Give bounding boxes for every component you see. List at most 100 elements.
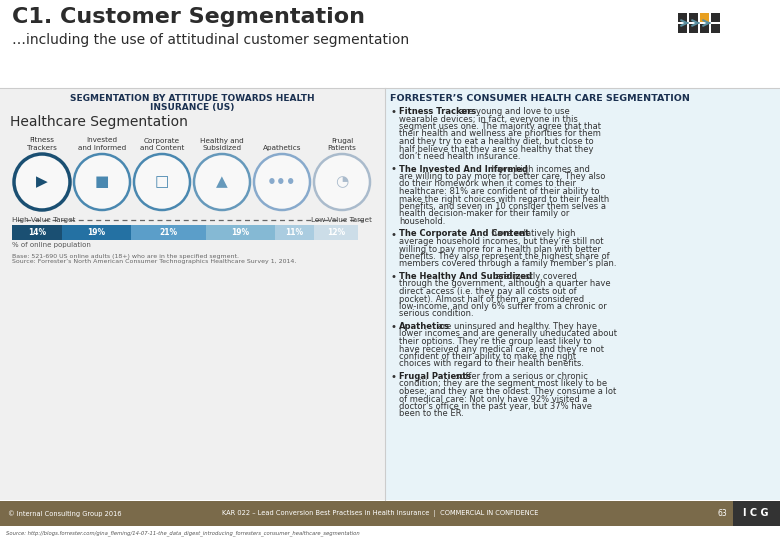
- Text: don’t need health insurance.: don’t need health insurance.: [399, 152, 520, 161]
- Text: Healthy and
Subsidized: Healthy and Subsidized: [200, 138, 244, 151]
- Text: direct access (i.e. they pay all costs out of: direct access (i.e. they pay all costs o…: [399, 287, 576, 296]
- Text: 19%: 19%: [87, 228, 105, 237]
- Text: Corporate
and Content: Corporate and Content: [140, 138, 184, 151]
- Text: The Corporate And Content: The Corporate And Content: [399, 230, 530, 239]
- Text: •: •: [390, 165, 396, 174]
- Text: average household incomes, but they’re still not: average household incomes, but they’re s…: [399, 237, 604, 246]
- Text: their options. They’re the group least likely to: their options. They’re the group least l…: [399, 337, 592, 346]
- Text: Invested
and Informed: Invested and Informed: [78, 138, 126, 151]
- FancyBboxPatch shape: [385, 88, 780, 500]
- Text: lower incomes and are generally uneducated about: lower incomes and are generally uneducat…: [399, 329, 617, 339]
- Text: Fitness Trackers: Fitness Trackers: [399, 107, 477, 116]
- FancyBboxPatch shape: [0, 88, 385, 500]
- Text: household.: household.: [399, 217, 445, 226]
- Text: 14%: 14%: [28, 228, 46, 237]
- Text: have relatively high: have relatively high: [489, 230, 576, 239]
- Text: Apathetics: Apathetics: [399, 322, 450, 331]
- FancyBboxPatch shape: [700, 24, 709, 33]
- Text: KAR 022 – Lead Conversion Best Practises in Health Insurance  |  COMMERCIAL IN C: KAR 022 – Lead Conversion Best Practises…: [222, 510, 538, 517]
- Text: Fitness
Trackers: Fitness Trackers: [27, 138, 57, 151]
- FancyBboxPatch shape: [711, 13, 720, 22]
- Text: make the right choices with regard to their health: make the right choices with regard to th…: [399, 194, 609, 204]
- Text: Apathetics: Apathetics: [263, 145, 301, 151]
- Text: are young and love to use: are young and love to use: [456, 107, 569, 116]
- Text: benefits. They also represent the highest share of: benefits. They also represent the highes…: [399, 252, 610, 261]
- Text: benefits, and seven in 10 consider them selves a: benefits, and seven in 10 consider them …: [399, 202, 606, 211]
- Text: C1. Customer Segmentation: C1. Customer Segmentation: [12, 7, 365, 27]
- Text: half believe that they are so healthy that they: half believe that they are so healthy th…: [399, 145, 594, 153]
- Circle shape: [194, 154, 250, 210]
- Text: The Invested And Informed: The Invested And Informed: [399, 165, 528, 173]
- Text: 11%: 11%: [285, 228, 303, 237]
- Text: □: □: [154, 174, 169, 190]
- FancyBboxPatch shape: [0, 501, 780, 526]
- Text: •: •: [390, 107, 396, 117]
- Text: FORRESTER’S CONSUMER HEALTH CARE SEGMENTATION: FORRESTER’S CONSUMER HEALTH CARE SEGMENT…: [390, 94, 690, 103]
- Text: 12%: 12%: [327, 228, 345, 237]
- Text: have high incomes and: have high incomes and: [489, 165, 590, 173]
- FancyBboxPatch shape: [733, 501, 780, 526]
- FancyBboxPatch shape: [131, 225, 207, 240]
- Text: Frugal Patients: Frugal Patients: [399, 372, 471, 381]
- Text: segment uses one. The majority agree that that: segment uses one. The majority agree tha…: [399, 122, 601, 131]
- Circle shape: [314, 154, 370, 210]
- Circle shape: [254, 154, 310, 210]
- Text: ▲: ▲: [216, 174, 228, 190]
- Text: The Healthy And Subsidized: The Healthy And Subsidized: [399, 272, 532, 281]
- Text: Source: Forrester’s North American Consumer Technographics Healthcare Survey 1, : Source: Forrester’s North American Consu…: [12, 259, 296, 264]
- Text: •: •: [390, 230, 396, 240]
- FancyBboxPatch shape: [678, 24, 687, 33]
- Text: Source: http://blogs.forrester.com/gina_fleming/14-07-11-the_data_digest_introdu: Source: http://blogs.forrester.com/gina_…: [6, 530, 360, 536]
- Text: suffer from a serious or chronic: suffer from a serious or chronic: [453, 372, 588, 381]
- Text: % of online population: % of online population: [12, 242, 91, 248]
- Text: I C G: I C G: [743, 509, 769, 518]
- Text: Low Value Target: Low Value Target: [311, 217, 372, 223]
- Circle shape: [134, 154, 190, 210]
- FancyBboxPatch shape: [689, 13, 698, 22]
- Text: choices with regard to their health benefits.: choices with regard to their health bene…: [399, 360, 584, 368]
- Text: INSURANCE (US): INSURANCE (US): [151, 103, 235, 112]
- Text: serious condition.: serious condition.: [399, 309, 473, 319]
- FancyBboxPatch shape: [711, 24, 720, 33]
- Text: SEGMENTATION BY ATTITUDE TOWARDS HEALTH: SEGMENTATION BY ATTITUDE TOWARDS HEALTH: [70, 94, 315, 103]
- Circle shape: [74, 154, 130, 210]
- FancyBboxPatch shape: [275, 225, 314, 240]
- FancyBboxPatch shape: [62, 225, 131, 240]
- Text: through the government, although a quarter have: through the government, although a quart…: [399, 280, 611, 288]
- Text: have received any medical care, and they’re not: have received any medical care, and they…: [399, 345, 604, 354]
- FancyBboxPatch shape: [12, 225, 62, 240]
- Text: 21%: 21%: [160, 228, 178, 237]
- FancyBboxPatch shape: [689, 24, 698, 33]
- Text: © Internal Consulting Group 2016: © Internal Consulting Group 2016: [8, 510, 122, 517]
- Text: Frugal
Patients: Frugal Patients: [328, 138, 356, 151]
- Text: •: •: [390, 322, 396, 332]
- Text: ■: ■: [95, 174, 109, 190]
- Text: do their homework when it comes to their: do their homework when it comes to their: [399, 179, 576, 188]
- Text: pocket). Almost half of them are considered: pocket). Almost half of them are conside…: [399, 294, 584, 303]
- Text: 19%: 19%: [232, 228, 250, 237]
- FancyBboxPatch shape: [678, 13, 687, 22]
- Text: confident of their ability to make the right: confident of their ability to make the r…: [399, 352, 576, 361]
- Text: healthcare: 81% are confident of their ability to: healthcare: 81% are confident of their a…: [399, 187, 600, 196]
- Text: are uninsured and healthy. They have: are uninsured and healthy. They have: [435, 322, 597, 331]
- FancyBboxPatch shape: [207, 225, 275, 240]
- FancyBboxPatch shape: [700, 13, 709, 22]
- Text: obese; and they are the oldest. They consume a lot: obese; and they are the oldest. They con…: [399, 387, 616, 396]
- FancyBboxPatch shape: [314, 225, 357, 240]
- Text: condition; they are the segment most likely to be: condition; they are the segment most lik…: [399, 380, 607, 388]
- Text: High Value Target: High Value Target: [12, 217, 76, 223]
- Text: •••: •••: [268, 174, 297, 190]
- Text: wearable devices; in fact, everyone in this: wearable devices; in fact, everyone in t…: [399, 114, 578, 124]
- Text: 63: 63: [717, 509, 727, 518]
- Text: willing to pay more for a health plan with better: willing to pay more for a health plan wi…: [399, 245, 601, 253]
- Text: doctor’s office in the past year, but 37% have: doctor’s office in the past year, but 37…: [399, 402, 592, 411]
- Text: of medical care: Not only have 92% visited a: of medical care: Not only have 92% visit…: [399, 395, 587, 403]
- Text: are willing to pay more for better care. They also: are willing to pay more for better care.…: [399, 172, 605, 181]
- Text: •: •: [390, 272, 396, 282]
- Text: ▶: ▶: [36, 174, 48, 190]
- Text: members covered through a family member’s plan.: members covered through a family member’…: [399, 260, 616, 268]
- Text: are mostly covered: are mostly covered: [493, 272, 576, 281]
- Text: been to the ER.: been to the ER.: [399, 409, 464, 418]
- Text: …including the use of attitudinal customer segmentation: …including the use of attitudinal custom…: [12, 33, 410, 47]
- Text: Base: 521-690 US online adults (18+) who are in the specified segment.: Base: 521-690 US online adults (18+) who…: [12, 254, 239, 259]
